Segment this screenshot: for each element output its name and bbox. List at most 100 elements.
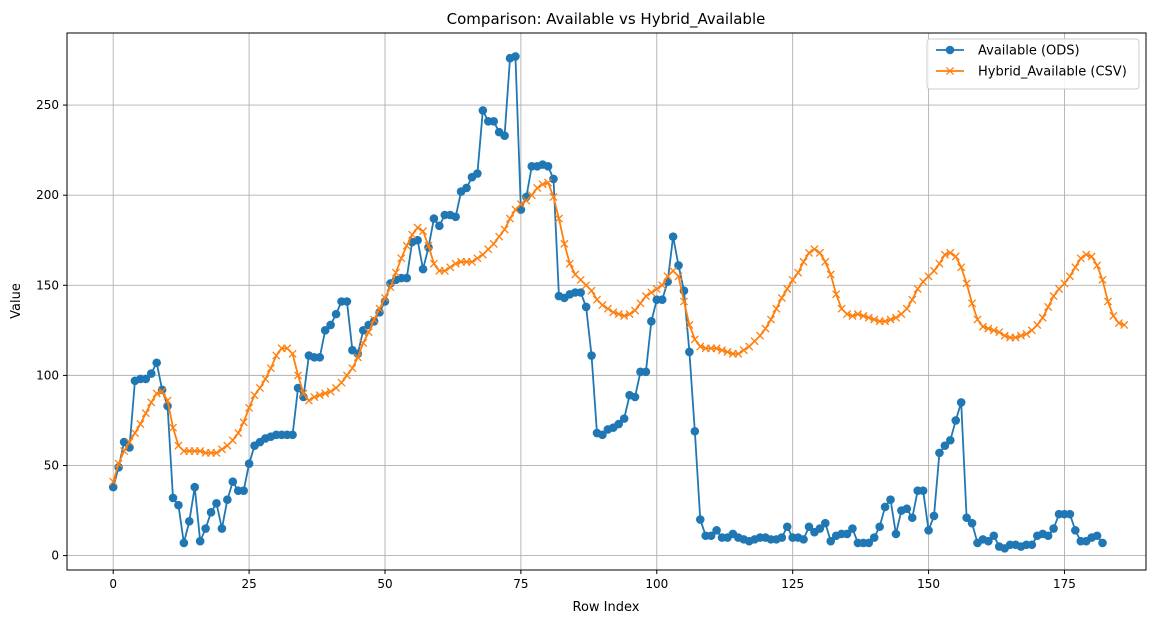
data-point: [902, 504, 912, 514]
data-point: [777, 533, 787, 542]
data-point: [320, 326, 330, 335]
data-point: [1114, 319, 1123, 328]
data-point: [782, 522, 792, 532]
data-point: [712, 526, 721, 535]
y-tick-label: 150: [36, 278, 59, 292]
data-point: [799, 535, 808, 544]
data-point: [1044, 302, 1053, 311]
data-point: [451, 259, 460, 268]
data-point: [174, 500, 183, 510]
data-point: [1065, 272, 1074, 281]
data-point: [549, 174, 558, 184]
data-point: [310, 392, 319, 402]
data-point: [429, 214, 439, 223]
data-point: [136, 419, 145, 429]
data-point: [848, 311, 857, 320]
data-point: [435, 221, 444, 231]
data-point: [418, 227, 428, 236]
data-point: [554, 214, 563, 223]
data-point: [989, 326, 998, 335]
data-point: [342, 297, 352, 306]
chart-title: Comparison: Available vs Hybrid_Availabl…: [447, 10, 766, 29]
data-point: [804, 248, 814, 257]
data-point: [690, 335, 699, 344]
data-point: [908, 295, 917, 304]
data-point: [712, 344, 721, 353]
data-point: [929, 511, 939, 521]
data-point: [500, 225, 509, 234]
data-point: [907, 513, 917, 523]
data-point: [859, 311, 868, 320]
data-point: [516, 200, 525, 209]
legend: Available (ODS) Hybrid_Available (CSV): [926, 38, 1140, 90]
data-point: [1098, 538, 1107, 548]
data-point: [402, 241, 411, 250]
data-point: [119, 437, 129, 447]
data-point: [239, 418, 248, 427]
data-point: [717, 346, 727, 355]
data-point: [489, 239, 498, 248]
y-tick-label: 0: [51, 549, 59, 563]
data-point: [706, 531, 716, 541]
data-point: [984, 536, 993, 546]
x-tick-label: 50: [377, 577, 392, 591]
data-point: [239, 486, 248, 496]
data-point: [636, 299, 645, 308]
data-point: [1087, 252, 1096, 261]
data-point: [609, 308, 618, 317]
data-point: [756, 331, 765, 340]
data-point: [630, 392, 640, 402]
data-point: [326, 387, 335, 396]
data-point: [234, 428, 243, 438]
data-point: [342, 371, 352, 380]
data-point: [723, 347, 732, 357]
data-point: [1071, 263, 1080, 272]
data-point: [641, 367, 651, 377]
data-point: [1000, 331, 1009, 340]
legend-label: Hybrid_Available (CSV): [978, 65, 1127, 80]
data-point: [1033, 320, 1042, 329]
data-point: [956, 398, 966, 407]
data-point: [826, 536, 836, 546]
data-point: [886, 495, 895, 505]
data-point: [304, 396, 313, 405]
data-point: [408, 230, 417, 239]
data-point: [158, 387, 167, 396]
data-point: [413, 223, 422, 232]
data-point: [788, 275, 797, 284]
data-point: [957, 263, 966, 272]
data-point: [549, 192, 558, 202]
data-point: [179, 538, 189, 548]
data-point: [810, 245, 819, 254]
data-point: [217, 445, 226, 454]
data-point: [321, 389, 330, 398]
data-point: [1109, 311, 1118, 320]
x-tick-label: 0: [109, 577, 117, 591]
data-point: [1103, 297, 1113, 306]
data-point: [815, 248, 824, 257]
data-point: [478, 106, 488, 115]
data-point: [527, 191, 536, 200]
data-point: [658, 281, 667, 290]
data-point: [358, 326, 368, 335]
data-point: [973, 315, 982, 324]
data-point: [108, 482, 118, 492]
data-point: [875, 522, 884, 532]
data-point: [424, 241, 433, 250]
data-point: [109, 477, 118, 486]
data-point: [244, 459, 254, 468]
data-point: [1022, 329, 1031, 338]
data-point: [489, 116, 499, 126]
y-tick-label: 50: [44, 458, 59, 472]
data-point: [962, 279, 971, 288]
data-point: [168, 423, 178, 432]
legend-entry: Hybrid_Available (CSV): [936, 65, 1127, 80]
data-point: [761, 324, 770, 333]
data-point: [614, 419, 624, 429]
data-point: [620, 311, 629, 320]
data-point: [772, 304, 781, 313]
data-point: [1016, 331, 1026, 340]
data-point: [794, 268, 803, 277]
data-point: [255, 383, 265, 393]
